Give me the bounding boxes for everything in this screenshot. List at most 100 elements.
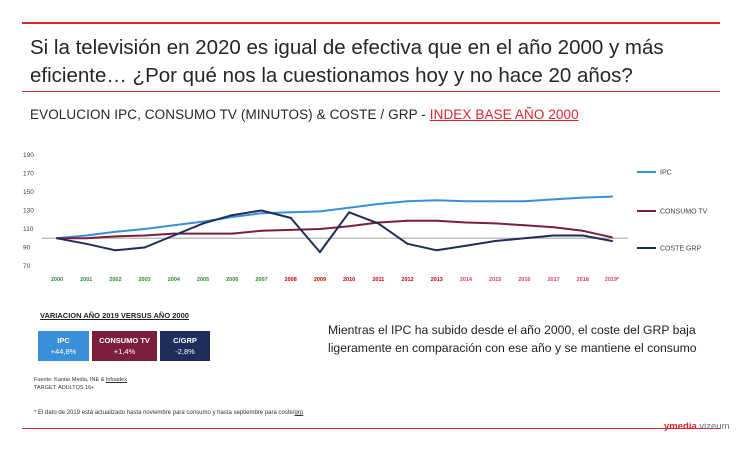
data-point <box>289 228 292 231</box>
logo-part1: ymedia <box>664 421 697 432</box>
data-point <box>377 203 380 206</box>
data-point <box>260 212 263 215</box>
data-point <box>552 234 555 237</box>
data-point <box>552 198 555 201</box>
y-tick-label: 90 <box>23 245 31 252</box>
x-tick-label: 2003 <box>139 277 151 283</box>
subtitle-highlight: INDEX BASE AÑO 2000 <box>429 107 579 122</box>
x-tick-label: 2007 <box>255 277 267 283</box>
data-point <box>318 210 321 213</box>
data-point <box>114 249 117 252</box>
series-line-2 <box>56 209 613 254</box>
variation-title: VARIACION AÑO 2019 VERSUS AÑO 2000 <box>40 311 189 320</box>
data-point <box>260 229 263 232</box>
source-text: Fuente: Kantar Media, INE & <box>34 377 106 383</box>
data-point <box>231 232 234 235</box>
data-point <box>494 222 497 225</box>
brand-logo: ymedia vizeum <box>664 421 729 432</box>
x-tick-label: 2017 <box>547 277 559 283</box>
data-point <box>464 244 467 247</box>
variation-consumo-box: CONSUMO TV +1,4% <box>92 331 157 361</box>
data-point <box>318 251 321 254</box>
x-tick-label: 2005 <box>197 277 209 283</box>
footnote: * El dato de 2019 está actualizado hasta… <box>34 410 303 416</box>
data-point <box>494 240 497 243</box>
data-point <box>406 200 409 203</box>
insight-text: Mientras el IPC ha subido desde el año 2… <box>328 323 697 355</box>
x-tick-label: 2009 <box>314 277 326 283</box>
data-point <box>581 229 584 232</box>
variation-consumo-label: CONSUMO TV <box>99 336 150 345</box>
source-note: Fuente: Kantar Media, INE & Infoadex TAR… <box>34 377 127 392</box>
chart-series <box>56 195 613 254</box>
data-point <box>406 219 409 222</box>
data-point <box>348 206 351 209</box>
data-point <box>348 225 351 228</box>
chart-legend: IPC CONSUMO TV COSTE GRP <box>637 170 708 253</box>
x-tick-label: 2011 <box>372 277 384 283</box>
y-tick-label: 130 <box>23 208 34 215</box>
data-point <box>289 211 292 214</box>
x-tick-label: 2001 <box>80 277 92 283</box>
x-tick-label: 2015 <box>489 277 501 283</box>
x-tick-label: 2008 <box>285 277 297 283</box>
data-point <box>435 249 438 252</box>
data-point <box>114 235 117 238</box>
legend-label: CONSUMO TV <box>660 209 708 216</box>
line-chart: 70 90 110 130 150 170 190 2000 2001 2002 2003 2004… <box>23 152 708 283</box>
data-point <box>348 211 351 214</box>
y-tick-label: 110 <box>23 226 34 233</box>
x-tick-label: 2002 <box>109 277 121 283</box>
page-title: Si la televisión en 2020 es igual de efe… <box>30 36 664 87</box>
data-point <box>172 234 175 237</box>
variation-consumo-value: +1,4% <box>113 347 136 356</box>
data-point <box>464 200 467 203</box>
data-point <box>523 237 526 240</box>
title-divider <box>22 91 720 92</box>
data-point <box>581 234 584 237</box>
variation-ipc-box: IPC +44,8% <box>38 331 89 361</box>
target-text: TARGET: ADULTOS 16+ <box>34 384 95 391</box>
x-tick-label: 2018 <box>577 277 589 283</box>
data-point <box>581 196 584 199</box>
data-point <box>406 242 409 245</box>
y-tick-label: 190 <box>23 152 34 159</box>
data-point <box>202 222 205 225</box>
footnote-text: * El dato de 2019 está actualizado hasta… <box>34 410 295 416</box>
series-line-1 <box>57 219 613 240</box>
data-point <box>552 226 555 229</box>
data-point <box>172 232 175 235</box>
x-tick-label: 2016 <box>518 277 530 283</box>
x-tick-label: 2014 <box>460 277 473 283</box>
data-point <box>435 199 438 202</box>
variation-grp-label: C/GRP <box>173 336 197 345</box>
data-point <box>143 246 146 249</box>
x-tick-label: 2019* <box>605 277 620 283</box>
data-point <box>85 242 88 245</box>
data-point <box>172 224 175 227</box>
data-point <box>289 216 292 219</box>
data-point <box>494 200 497 203</box>
x-tick-label: 2013 <box>431 277 443 283</box>
data-point <box>523 200 526 203</box>
data-point <box>318 228 321 230</box>
series-line-0 <box>56 195 613 240</box>
x-tick-label: 2004 <box>168 277 181 283</box>
data-point <box>143 228 146 230</box>
data-point <box>231 214 234 217</box>
variation-ipc-value: +44,8% <box>50 347 77 356</box>
x-tick-label: 2000 <box>51 277 63 283</box>
variation-grp-box: C/GRP -2,8% <box>160 331 210 361</box>
data-point <box>114 230 117 233</box>
variation-grp-value: -2,8% <box>175 347 195 356</box>
data-point <box>231 215 234 218</box>
data-point <box>611 240 613 243</box>
y-tick-label: 150 <box>23 189 34 196</box>
data-point <box>85 237 88 240</box>
data-point <box>435 219 438 222</box>
data-point <box>143 234 146 237</box>
y-tick-label: 70 <box>23 263 31 270</box>
chart-subtitle: EVOLUCION IPC, CONSUMO TV (MINUTOS) & CO… <box>30 107 579 122</box>
y-axis: 70 90 110 130 150 170 190 <box>23 152 34 270</box>
footnote-link: grp <box>294 410 304 416</box>
